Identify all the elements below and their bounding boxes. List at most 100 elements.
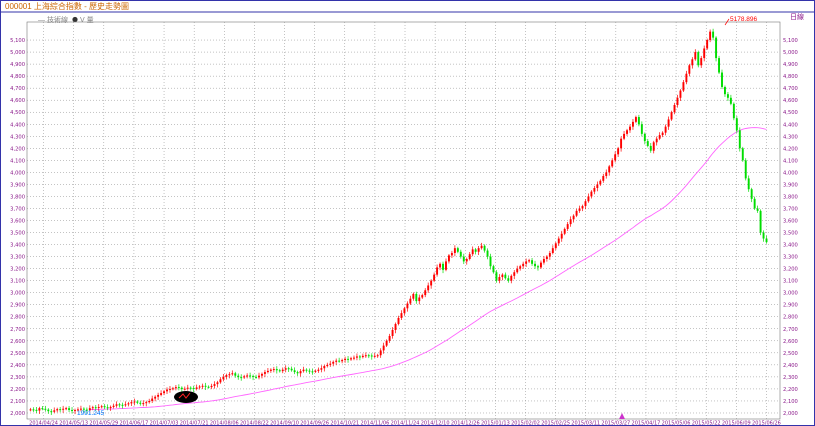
y-tick-label-left: 3,400 <box>10 243 25 249</box>
candle-body <box>353 357 355 359</box>
candle-body <box>614 154 617 161</box>
candle-body <box>534 263 536 267</box>
x-tick-label: 2015/03/11 <box>571 421 600 426</box>
candle-body <box>445 261 447 270</box>
y-tick-label-left: 2,200 <box>10 387 25 393</box>
candle-body <box>590 191 593 197</box>
y-tick-label-right: 4,600 <box>783 98 798 104</box>
candle-body <box>287 368 290 370</box>
candle-body <box>32 409 35 411</box>
candle-body <box>762 232 765 239</box>
candle-body <box>735 118 738 131</box>
candle-body <box>385 340 388 346</box>
candle-body <box>109 406 112 408</box>
candle-body <box>542 258 545 263</box>
candle-body <box>430 280 433 286</box>
marker-squiggle <box>178 392 191 399</box>
candle-body <box>127 403 130 405</box>
candle-body <box>673 105 676 113</box>
candle-body <box>290 368 293 371</box>
candle-body <box>296 372 299 374</box>
candle-body <box>418 297 421 302</box>
candle-body <box>486 250 489 257</box>
candle-body <box>79 408 82 410</box>
candle-body <box>272 369 275 371</box>
y-tick-label-right: 2,200 <box>783 387 798 393</box>
candle-body <box>596 184 599 189</box>
candle-body <box>94 407 97 409</box>
candle-body <box>329 363 332 365</box>
x-tick-label: 2014/05/13 <box>59 421 88 426</box>
candle-body <box>189 387 192 389</box>
candle-body <box>474 249 477 252</box>
y-tick-label-right: 3,300 <box>783 255 798 261</box>
candle-body <box>765 238 768 243</box>
y-tick-label-left: 5,000 <box>10 50 25 56</box>
y-tick-label-right: 4,800 <box>783 74 798 80</box>
x-tick-label: 2014/07/03 <box>150 421 179 426</box>
candle-body <box>62 408 65 410</box>
candle-body <box>222 376 225 380</box>
candle-body <box>71 409 73 411</box>
candle-body <box>210 385 213 388</box>
candle-body <box>483 245 486 251</box>
grid-layer <box>27 22 780 419</box>
candle-body <box>623 133 626 139</box>
candle-body <box>275 369 278 371</box>
candle-body <box>151 398 154 401</box>
candle-body <box>379 350 382 356</box>
candle-body <box>528 260 531 262</box>
candle-body <box>611 160 614 167</box>
candle-body <box>186 387 189 389</box>
candle-body <box>192 387 195 389</box>
candle-body <box>436 267 439 275</box>
y-unit-label: 日線 <box>790 12 804 21</box>
legend-ma-label: — 技術線 <box>38 15 68 24</box>
candle-body <box>115 404 118 406</box>
candle-body <box>249 375 252 377</box>
candle-body <box>284 368 287 370</box>
y-tick-label-right: 5,000 <box>783 50 798 56</box>
candle-body <box>507 278 510 281</box>
candle-body <box>477 248 480 252</box>
candle-body <box>91 407 94 409</box>
candle-body <box>531 260 534 264</box>
candle-body <box>605 172 608 176</box>
candle-body <box>581 206 584 209</box>
candle-body <box>382 345 385 351</box>
candle-body <box>539 262 542 268</box>
candle-body <box>501 274 504 278</box>
candle-body <box>697 52 700 66</box>
candle-body <box>335 360 338 362</box>
candle-body <box>391 329 394 336</box>
y-tick-label-right: 2,100 <box>783 399 798 405</box>
y-tick-label-right: 4,200 <box>783 146 798 152</box>
candle-body <box>305 369 308 371</box>
y-tick-label-right: 3,400 <box>783 243 798 249</box>
y-tick-label-right: 5,100 <box>783 38 798 44</box>
candle-body <box>397 317 400 324</box>
candle-body <box>171 388 174 390</box>
candle-body <box>510 275 513 281</box>
candle-body <box>566 224 569 229</box>
y-tick-label-left: 3,600 <box>10 219 25 225</box>
candle-body <box>741 148 744 161</box>
high-annotation: 5178.896 <box>730 16 757 23</box>
candle-body <box>243 376 246 378</box>
candle-body <box>664 126 667 133</box>
y-tick-label-left: 2,100 <box>10 399 25 405</box>
candle-body <box>299 371 302 374</box>
candle-body <box>198 386 201 388</box>
y-tick-label-right: 2,900 <box>783 303 798 309</box>
candle-body <box>465 258 468 262</box>
y-tick-label-right: 2,000 <box>783 411 798 417</box>
candle-body <box>685 73 688 83</box>
y-tick-label-left: 2,600 <box>10 339 25 345</box>
y-tick-label-right: 2,500 <box>783 351 798 357</box>
candle-body <box>311 371 314 373</box>
candle-body <box>106 407 109 409</box>
y-tick-label-right: 2,800 <box>783 315 798 321</box>
candle-body <box>492 266 495 273</box>
candle-body <box>373 355 376 357</box>
